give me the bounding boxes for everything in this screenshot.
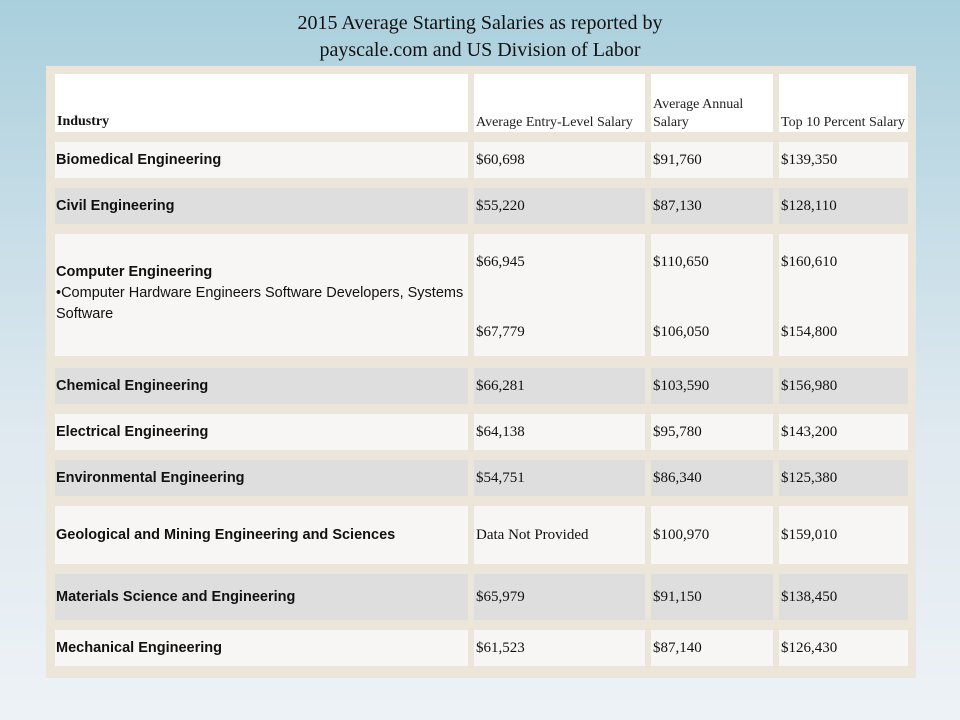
table-header-row: Industry Average Entry-Level Salary Aver… — [46, 74, 916, 132]
top10-cell: $138,450 — [779, 574, 908, 620]
table-row: Computer Engineering •Computer Hardware … — [46, 234, 916, 356]
title-line-1: 2015 Average Starting Salaries as report… — [297, 12, 663, 34]
header-top-10: Top 10 Percent Salary — [779, 74, 908, 132]
entry-cell: $64,138 — [474, 414, 645, 450]
top10-cell: $126,430 — [779, 630, 908, 666]
annual-cell: $91,150 — [651, 574, 773, 620]
top10-cell: $128,110 — [779, 188, 908, 224]
entry-value: $66,945 — [476, 254, 525, 270]
title-line-2: payscale.com and US Division of Labor — [319, 39, 641, 61]
annual-cell: $86,340 — [651, 460, 773, 496]
annual-cell: $87,130 — [651, 188, 773, 224]
top10-cell: $156,980 — [779, 368, 908, 404]
annual-cell: $95,780 — [651, 414, 773, 450]
entry-cell: $65,979 — [474, 574, 645, 620]
entry-cell: $54,751 — [474, 460, 645, 496]
annual-cell: $91,760 — [651, 142, 773, 178]
industry-cell: Civil Engineering — [55, 188, 468, 224]
annual-value-2: $106,050 — [653, 324, 710, 340]
annual-value: $110,650 — [653, 254, 709, 270]
annual-cell: $87,140 — [651, 630, 773, 666]
table-row: Civil Engineering $55,220 $87,130 $128,1… — [46, 188, 916, 224]
industry-cell: Geological and Mining Engineering and Sc… — [55, 506, 468, 564]
table-row: Materials Science and Engineering $65,97… — [46, 574, 916, 620]
top10-value: $160,610 — [781, 254, 838, 270]
table-row: Biomedical Engineering $60,698 $91,760 $… — [46, 142, 916, 178]
industry-name: Computer Engineering — [56, 264, 213, 280]
top10-cell: $139,350 — [779, 142, 908, 178]
top10-value-2: $154,800 — [781, 324, 838, 340]
industry-subtext: •Computer Hardware Engineers Software De… — [56, 285, 464, 322]
page-title: 2015 Average Starting Salaries as report… — [0, 10, 960, 64]
entry-cell: $60,698 — [474, 142, 645, 178]
table-row: Geological and Mining Engineering and Sc… — [46, 506, 916, 564]
table-row: Environmental Engineering $54,751 $86,34… — [46, 460, 916, 496]
entry-cell: $55,220 — [474, 188, 645, 224]
table-row: Chemical Engineering $66,281 $103,590 $1… — [46, 368, 916, 404]
industry-cell: Biomedical Engineering — [55, 142, 468, 178]
entry-cell: $61,523 — [474, 630, 645, 666]
header-annual: Average Annual Salary — [651, 74, 773, 132]
header-entry-level: Average Entry-Level Salary — [474, 74, 645, 132]
annual-cell: $103,590 — [651, 368, 773, 404]
table-row: Electrical Engineering $64,138 $95,780 $… — [46, 414, 916, 450]
entry-cell: $66,945 $67,779 — [474, 234, 645, 356]
industry-cell: Electrical Engineering — [55, 414, 468, 450]
industry-cell: Environmental Engineering — [55, 460, 468, 496]
top10-cell: $160,610 $154,800 — [779, 234, 908, 356]
annual-cell: $100,970 — [651, 506, 773, 564]
annual-cell: $110,650 $106,050 — [651, 234, 773, 356]
industry-cell: Mechanical Engineering — [55, 630, 468, 666]
entry-cell: $66,281 — [474, 368, 645, 404]
top10-cell: $143,200 — [779, 414, 908, 450]
industry-cell: Computer Engineering •Computer Hardware … — [55, 234, 468, 356]
entry-cell: Data Not Provided — [474, 506, 645, 564]
top10-cell: $159,010 — [779, 506, 908, 564]
table-row: Mechanical Engineering $61,523 $87,140 $… — [46, 630, 916, 666]
top10-cell: $125,380 — [779, 460, 908, 496]
header-industry: Industry — [55, 74, 468, 132]
entry-value-2: $67,779 — [476, 324, 525, 340]
industry-cell: Chemical Engineering — [55, 368, 468, 404]
industry-cell: Materials Science and Engineering — [55, 574, 468, 620]
salary-table: Industry Average Entry-Level Salary Aver… — [46, 66, 916, 678]
